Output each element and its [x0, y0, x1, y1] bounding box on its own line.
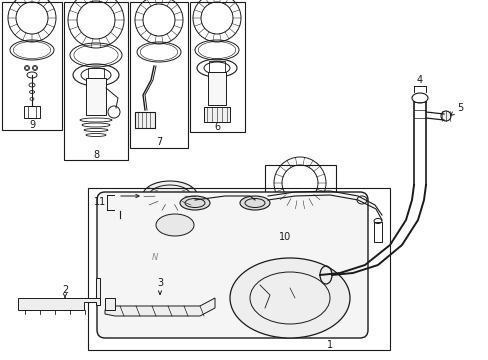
Text: 4: 4	[416, 75, 422, 85]
Bar	[208, 61, 224, 74]
Ellipse shape	[180, 196, 209, 210]
Bar	[373, 222, 381, 242]
Text: 9: 9	[29, 120, 35, 130]
Polygon shape	[96, 278, 100, 298]
Text: 10: 10	[278, 232, 290, 242]
Bar	[135, 112, 155, 128]
Ellipse shape	[440, 111, 450, 121]
Bar	[264, 165, 335, 232]
Text: 2: 2	[62, 285, 68, 298]
Bar	[64, 2, 128, 160]
Ellipse shape	[142, 181, 197, 211]
Ellipse shape	[156, 214, 194, 236]
Text: 1: 1	[326, 340, 332, 350]
Ellipse shape	[240, 196, 269, 210]
Polygon shape	[105, 298, 215, 316]
Text: 5: 5	[450, 103, 462, 115]
Polygon shape	[18, 298, 100, 310]
Bar	[88, 68, 104, 80]
Bar	[207, 72, 225, 105]
Text: 6: 6	[214, 122, 220, 132]
Text: 7: 7	[156, 137, 162, 147]
Bar	[190, 2, 244, 132]
FancyBboxPatch shape	[97, 192, 367, 338]
Ellipse shape	[229, 258, 349, 338]
Bar	[88, 188, 389, 350]
Bar	[24, 106, 40, 118]
Bar	[130, 2, 187, 148]
Polygon shape	[105, 298, 115, 310]
Bar	[203, 107, 229, 122]
Text: N: N	[152, 253, 158, 262]
Bar	[2, 2, 62, 130]
Text: 11: 11	[94, 197, 106, 207]
Text: 3: 3	[157, 278, 163, 294]
Text: 8: 8	[93, 150, 99, 160]
Bar	[86, 78, 106, 115]
